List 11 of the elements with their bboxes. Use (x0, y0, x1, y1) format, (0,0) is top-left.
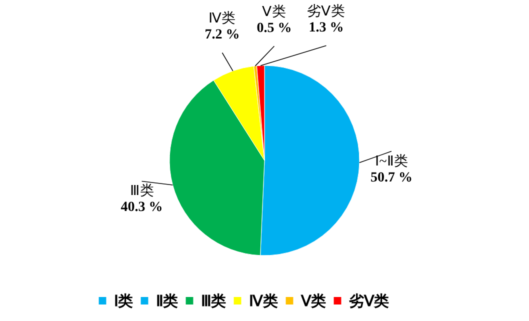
data-label: Ⅰ~Ⅱ类 50.7 % (370, 153, 412, 186)
legend-label: Ⅴ类 (300, 292, 326, 310)
legend-label: 劣Ⅴ类 (348, 292, 389, 310)
data-label: 劣Ⅴ类 1.3 % (307, 4, 346, 36)
data-label: Ⅳ类 7.2 % (204, 10, 240, 43)
legend-label: Ⅰ类 (114, 292, 133, 310)
legend-label: Ⅳ类 (249, 292, 278, 310)
data-label: Ⅲ类 40.3 % (120, 183, 163, 216)
legend-label: Ⅲ类 (201, 292, 226, 310)
data-label: Ⅴ类 0.5 % (256, 4, 292, 36)
legend-label: Ⅱ类 (156, 292, 178, 310)
